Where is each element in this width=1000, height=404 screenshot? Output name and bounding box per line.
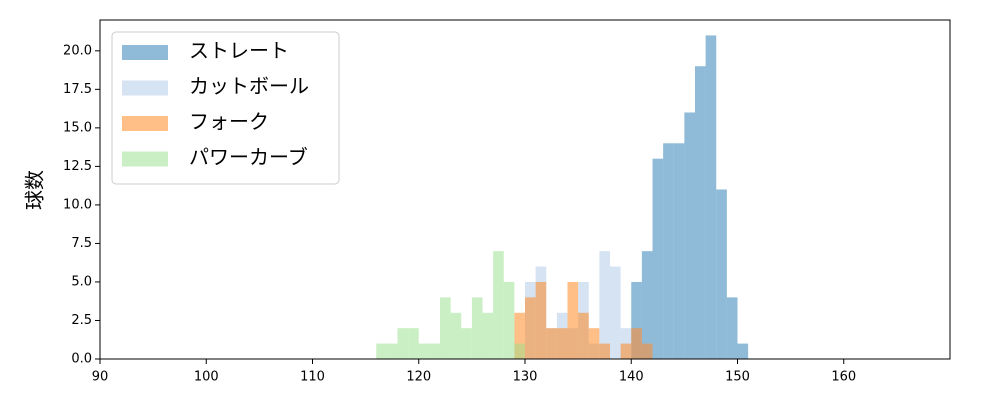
x-tick-label: 100 xyxy=(194,370,219,385)
bar xyxy=(578,312,589,359)
bar xyxy=(535,281,547,359)
bar xyxy=(684,112,695,359)
bar xyxy=(588,328,600,359)
bar xyxy=(673,143,685,359)
legend-swatch xyxy=(122,80,168,96)
bar xyxy=(514,343,525,359)
bar xyxy=(705,35,717,360)
bar xyxy=(620,343,632,359)
y-tick-label: 2.5 xyxy=(71,313,92,328)
bar xyxy=(631,281,642,359)
x-tick-label: 90 xyxy=(92,370,109,385)
x-tick-label: 120 xyxy=(406,370,431,385)
bar xyxy=(429,343,440,359)
bar xyxy=(397,328,409,359)
bar xyxy=(482,312,494,359)
bar xyxy=(726,297,738,359)
bar xyxy=(641,343,653,359)
legend-swatch xyxy=(122,116,168,131)
bar xyxy=(440,297,451,359)
bar xyxy=(641,251,653,359)
bar xyxy=(663,143,674,359)
legend-label: カットボール xyxy=(189,74,309,98)
legend-swatch xyxy=(122,45,168,60)
y-tick-label: 0.0 xyxy=(71,352,92,367)
bar xyxy=(503,281,515,359)
y-tick-label: 10.0 xyxy=(63,197,92,212)
bar xyxy=(525,297,536,359)
bar xyxy=(471,297,483,359)
bar xyxy=(376,343,387,359)
y-tick-label: 20.0 xyxy=(63,43,92,58)
bar xyxy=(737,343,749,359)
x-tick-label: 150 xyxy=(725,370,750,385)
x-tick-label: 130 xyxy=(513,370,538,385)
bar xyxy=(631,328,642,359)
x-tick-label: 110 xyxy=(300,370,325,385)
bar xyxy=(599,343,610,359)
bar xyxy=(610,266,621,359)
y-tick-label: 12.5 xyxy=(63,159,92,174)
bar xyxy=(493,251,504,359)
bar xyxy=(386,343,398,359)
bar xyxy=(652,158,664,359)
x-tick-label: 140 xyxy=(619,370,644,385)
x-tick-label: 160 xyxy=(831,370,856,385)
bar xyxy=(599,251,610,359)
bar xyxy=(567,281,579,359)
y-tick-label: 5.0 xyxy=(71,274,92,289)
bar xyxy=(408,328,419,359)
y-axis-label: 球数 xyxy=(23,170,47,210)
legend-label: フォーク xyxy=(189,110,269,134)
y-tick-label: 17.5 xyxy=(63,82,92,97)
bar xyxy=(716,189,727,359)
bar xyxy=(461,328,472,359)
bar xyxy=(450,312,462,359)
y-tick-label: 7.5 xyxy=(71,236,92,251)
legend-box xyxy=(111,31,340,185)
legend-label: パワーカーブ xyxy=(189,145,308,169)
bar xyxy=(418,343,430,359)
legend-label: ストレート xyxy=(189,39,289,63)
bar xyxy=(695,66,706,360)
bar xyxy=(514,312,525,359)
bar xyxy=(546,328,557,359)
bar xyxy=(556,328,568,359)
legend-swatch xyxy=(122,151,168,167)
y-tick-label: 15.0 xyxy=(63,120,92,135)
